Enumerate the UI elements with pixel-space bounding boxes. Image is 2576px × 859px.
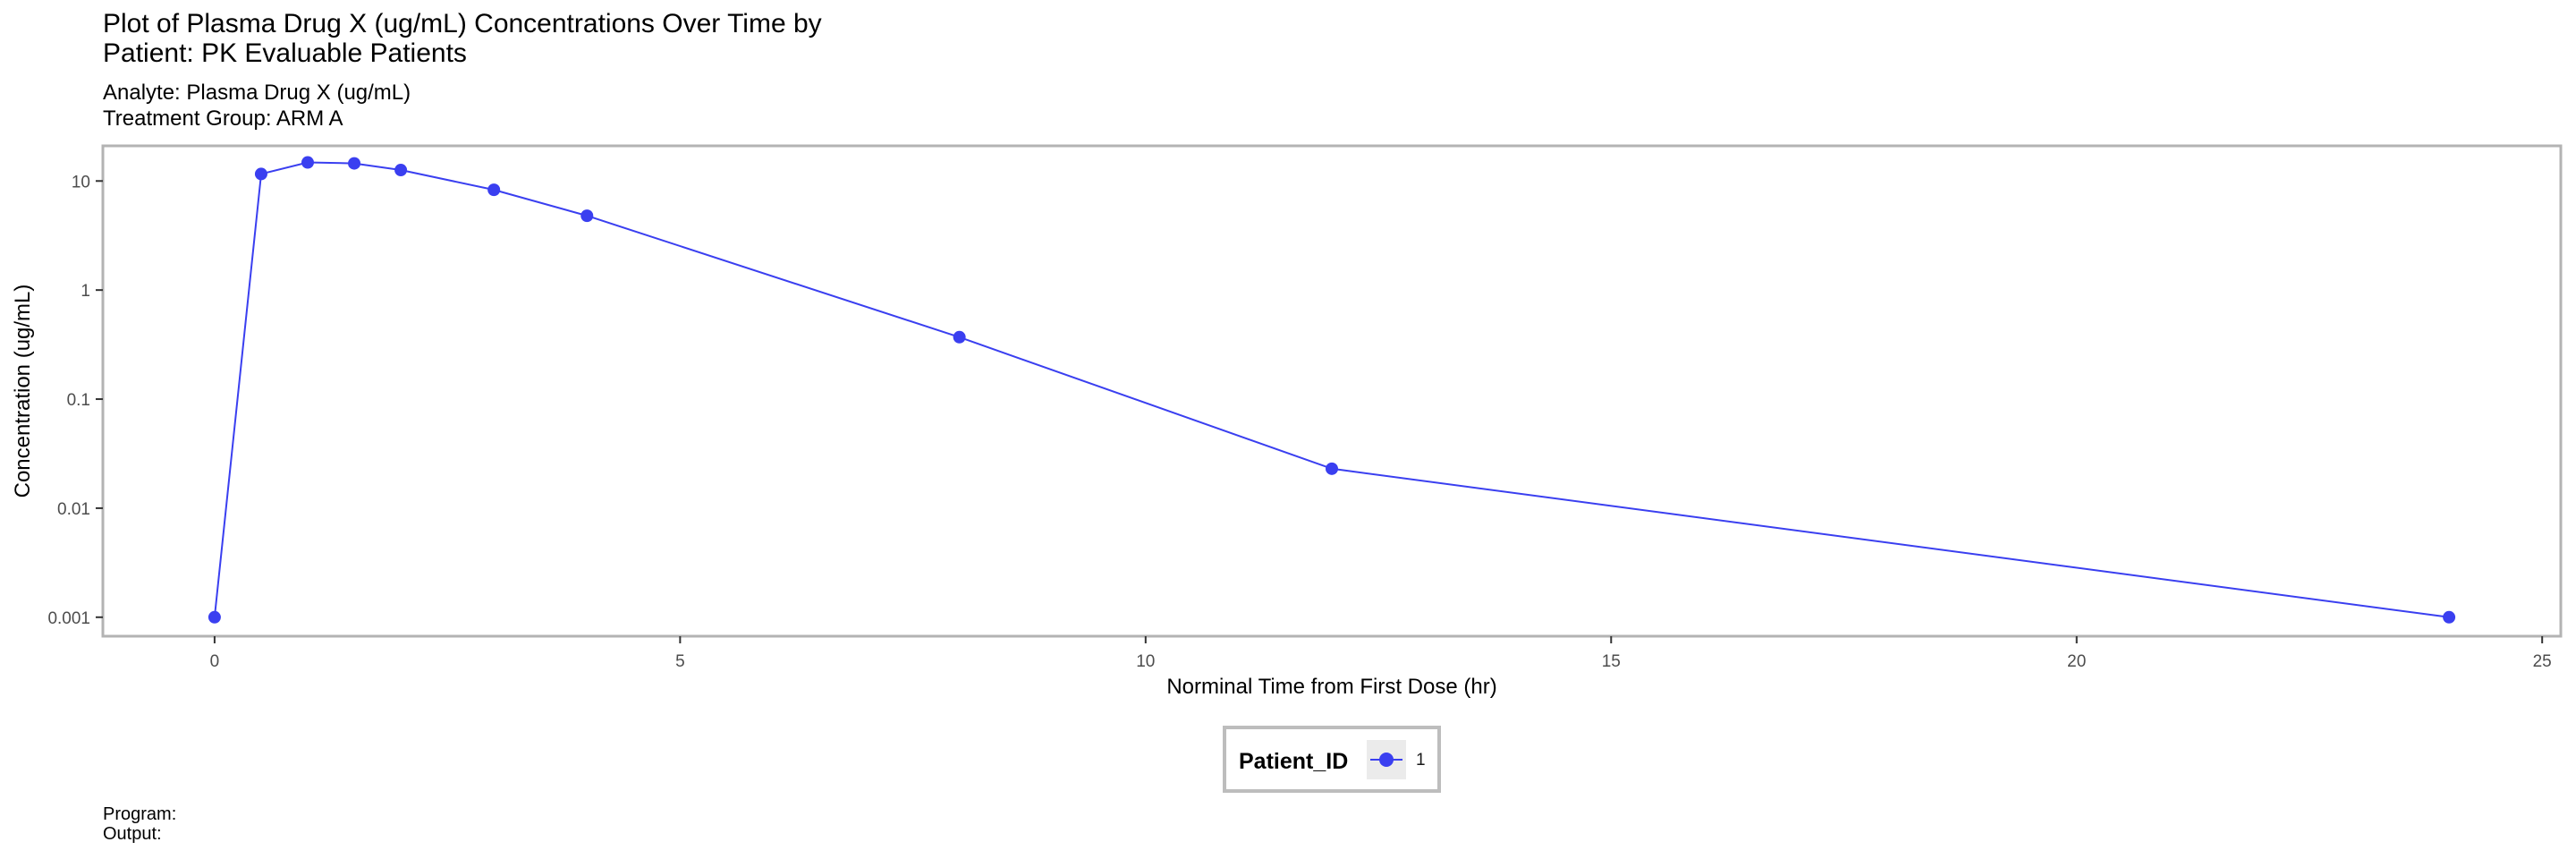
- data-point: [394, 164, 408, 177]
- y-tick-label: 1: [80, 282, 90, 301]
- series-layer: [208, 156, 2456, 624]
- legend-title: Patient_ID: [1239, 749, 1349, 774]
- legend-key: [1367, 740, 1406, 779]
- x-axis: 0 5 10 15 20 25: [210, 636, 2552, 671]
- chart-title: Plot of Plasma Drug X (ug/mL) Concentrat…: [103, 9, 822, 68]
- plot-panel-border: [101, 144, 2563, 638]
- y-axis: 0.001 0.01 0.1 1 10: [47, 173, 103, 628]
- y-tick-label: 0.1: [67, 391, 90, 410]
- chart-subtitle: Analyte: Plasma Drug X (ug/mL) Treatment…: [103, 80, 411, 132]
- series-line: [213, 161, 2450, 618]
- x-tick-label: 25: [2533, 652, 2552, 671]
- footnote-output: Output:: [103, 824, 162, 844]
- chart-title-line-2: Patient: PK Evaluable Patients: [103, 38, 467, 68]
- legend-key-point: [1379, 753, 1394, 767]
- legend: Patient_ID 1: [1223, 726, 1441, 793]
- data-point: [301, 156, 314, 169]
- subtitle-treatment-group: Treatment Group: ARM A: [103, 106, 343, 131]
- data-point: [487, 183, 501, 197]
- x-tick-label: 15: [1602, 652, 1621, 671]
- y-axis-title: Concentration (ug/mL): [11, 285, 35, 498]
- footnote-program: Program:: [103, 804, 177, 824]
- x-tick-label: 0: [210, 652, 220, 671]
- y-tick-label: 10: [72, 173, 90, 191]
- data-point: [254, 167, 267, 181]
- x-tick-label: 20: [2067, 652, 2086, 671]
- data-point: [1326, 462, 1338, 475]
- footnote: Program: Output:: [103, 804, 176, 844]
- x-axis-title: Norminal Time from First Dose (hr): [1166, 675, 1496, 699]
- data-point: [2443, 610, 2456, 624]
- y-tick-label: 0.01: [57, 500, 90, 519]
- legend-label: 1: [1416, 751, 1426, 770]
- chart-title-line-1: Plot of Plasma Drug X (ug/mL) Concentrat…: [103, 9, 822, 38]
- x-tick-label: 10: [1136, 652, 1155, 671]
- subtitle-analyte: Analyte: Plasma Drug X (ug/mL): [103, 81, 411, 105]
- data-point: [348, 157, 361, 170]
- y-tick-label: 0.001: [47, 609, 90, 628]
- data-point: [208, 610, 221, 624]
- data-point: [580, 209, 594, 223]
- x-tick-label: 5: [675, 652, 685, 671]
- data-point: [953, 330, 966, 344]
